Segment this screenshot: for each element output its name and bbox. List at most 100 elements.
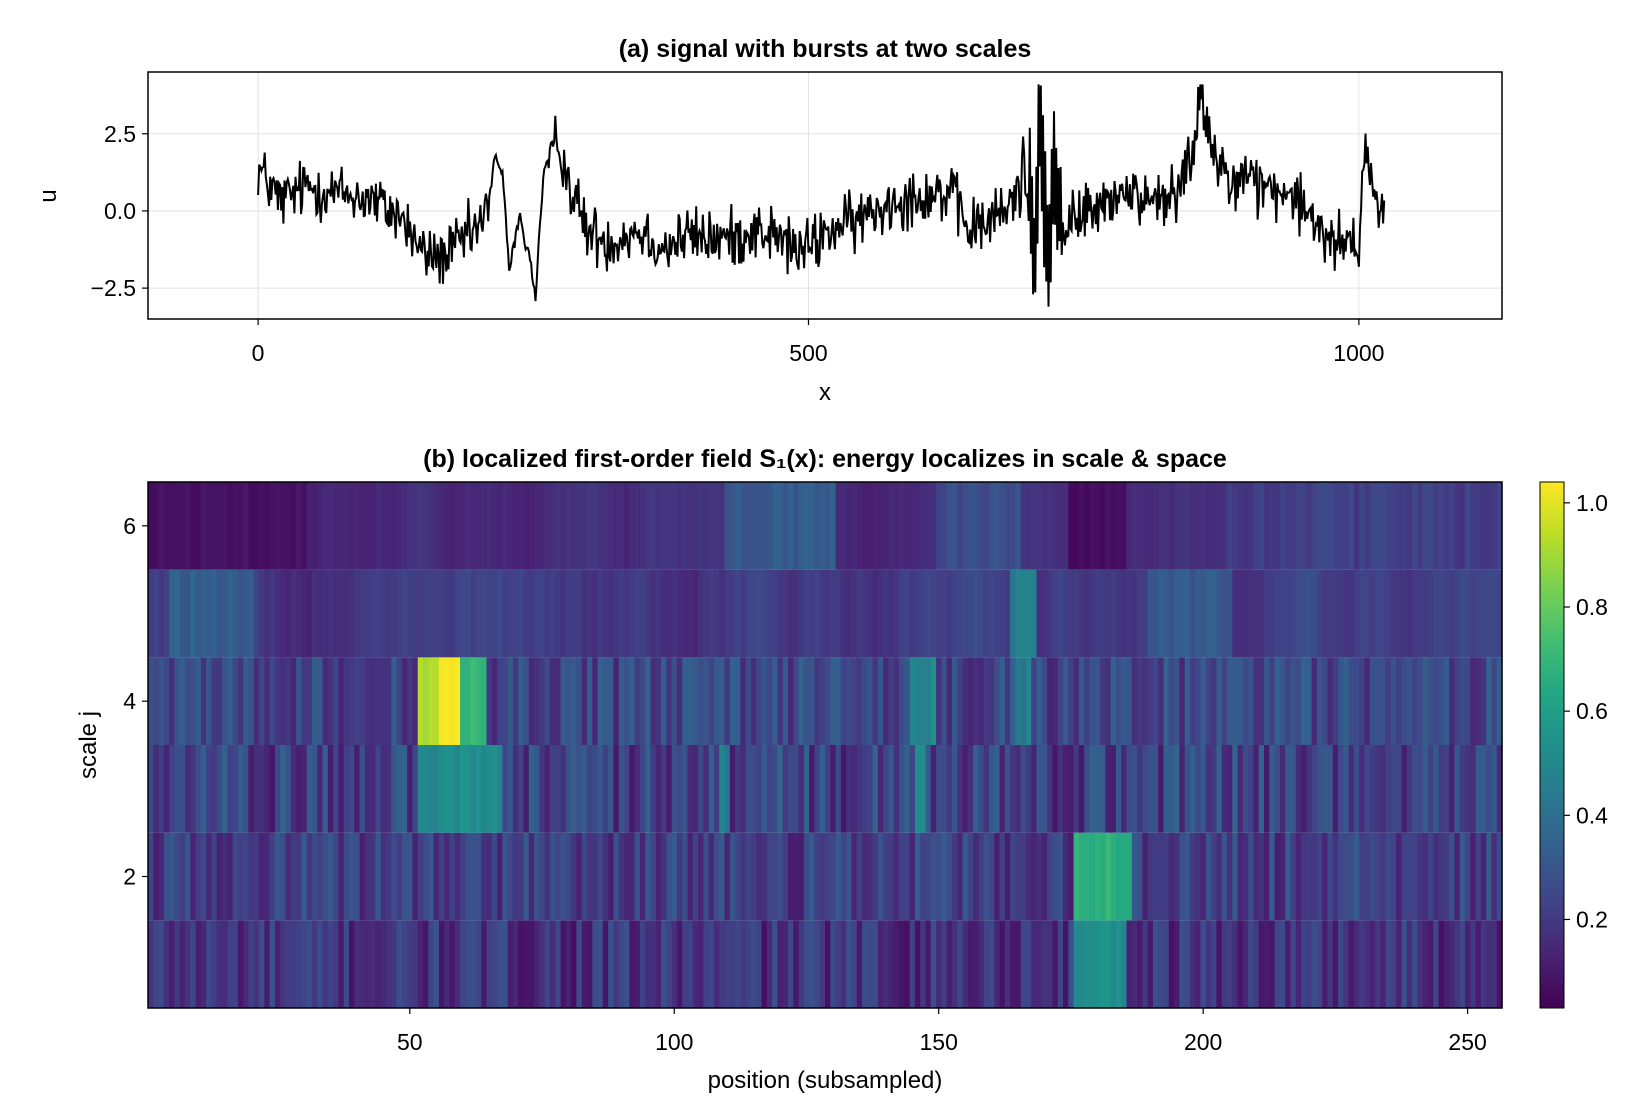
heatmap-cell bbox=[1115, 745, 1122, 833]
heatmap-cell bbox=[957, 832, 964, 921]
heatmap-cell bbox=[1089, 482, 1096, 570]
heatmap-cell bbox=[1025, 920, 1032, 1008]
heatmap-cell bbox=[1031, 920, 1038, 1008]
heatmap-cell bbox=[158, 482, 165, 570]
heatmap-cell bbox=[740, 569, 747, 658]
heatmap-cell bbox=[586, 832, 593, 921]
x-tick-label: 200 bbox=[1184, 1029, 1222, 1055]
heatmap-cell bbox=[1306, 832, 1313, 921]
heatmap-cell bbox=[1353, 832, 1360, 921]
heatmap-cell bbox=[624, 745, 630, 833]
heatmap-cell bbox=[777, 745, 784, 833]
heatmap-cell bbox=[423, 745, 429, 833]
heatmap-cell bbox=[639, 657, 646, 745]
heatmap-cell bbox=[735, 832, 741, 921]
heatmap-cell bbox=[1089, 832, 1096, 921]
heatmap-cell bbox=[729, 745, 736, 833]
heatmap-cell bbox=[1348, 657, 1355, 745]
heatmap-cell bbox=[401, 745, 408, 833]
heatmap-cell bbox=[565, 920, 572, 1008]
heatmap-cell bbox=[359, 832, 366, 921]
heatmap-cell bbox=[988, 832, 995, 921]
heatmap-cell bbox=[613, 657, 620, 745]
heatmap-cell bbox=[698, 832, 704, 921]
heatmap-cell bbox=[1433, 482, 1440, 570]
heatmap-cell bbox=[1412, 569, 1418, 658]
heatmap-cell bbox=[370, 482, 377, 570]
heatmap-cell bbox=[1438, 482, 1445, 570]
heatmap-cell bbox=[1491, 657, 1498, 745]
heatmap-cell bbox=[1475, 569, 1482, 658]
heatmap-cell bbox=[1311, 832, 1318, 921]
heatmap-cell bbox=[819, 745, 826, 833]
heatmap-cell bbox=[1047, 657, 1054, 745]
heatmap-cell bbox=[618, 569, 625, 658]
heatmap-cell bbox=[1422, 920, 1429, 1008]
heatmap-cell bbox=[1348, 832, 1355, 921]
heatmap-cell bbox=[1480, 745, 1487, 833]
heatmap-cell bbox=[1454, 745, 1461, 833]
heatmap-cell bbox=[423, 920, 429, 1008]
heatmap-cell bbox=[999, 657, 1006, 745]
heatmap-cell bbox=[1295, 569, 1302, 658]
heatmap-cell bbox=[185, 657, 191, 745]
heatmap-cell bbox=[1491, 832, 1498, 921]
heatmap-cell bbox=[899, 745, 905, 833]
heatmap-cell bbox=[153, 569, 160, 658]
heatmap-cell bbox=[1480, 832, 1487, 921]
heatmap-cell bbox=[719, 745, 726, 833]
heatmap-cell bbox=[761, 657, 768, 745]
heatmap-cell bbox=[216, 832, 223, 921]
heatmap-cell bbox=[602, 482, 609, 570]
heatmap-cell bbox=[1253, 920, 1260, 1008]
heatmap-cell bbox=[581, 832, 588, 921]
heatmap-cell bbox=[761, 482, 768, 570]
heatmap-cell bbox=[1459, 920, 1466, 1008]
heatmap-cell bbox=[1401, 482, 1408, 570]
heatmap-cell bbox=[1010, 832, 1017, 921]
heatmap-cell bbox=[428, 745, 435, 833]
heatmap-cell bbox=[475, 482, 482, 570]
heatmap-cell bbox=[877, 832, 884, 921]
heatmap-cell bbox=[571, 569, 578, 658]
x-tick-label: 150 bbox=[920, 1029, 958, 1055]
heatmap-cell bbox=[1105, 569, 1112, 658]
heatmap-cell bbox=[158, 745, 165, 833]
heatmap-cell bbox=[618, 482, 625, 570]
heatmap-cell bbox=[364, 569, 371, 658]
heatmap-cell bbox=[444, 832, 451, 921]
heatmap-cell bbox=[1078, 569, 1085, 658]
heatmap-cell bbox=[1295, 745, 1302, 833]
heatmap-cell bbox=[1089, 920, 1096, 1008]
heatmap-cell bbox=[190, 569, 197, 658]
heatmap-cell bbox=[1348, 482, 1355, 570]
heatmap-cell bbox=[1063, 657, 1069, 745]
heatmap-cell bbox=[1248, 832, 1255, 921]
heatmap-cell bbox=[1110, 569, 1117, 658]
heatmap-cell bbox=[322, 745, 329, 833]
heatmap-cell bbox=[1433, 920, 1440, 1008]
heatmap-cell bbox=[1068, 920, 1075, 1008]
heatmap-cell bbox=[682, 920, 689, 1008]
heatmap-cell bbox=[1385, 832, 1392, 921]
heatmap-cell bbox=[269, 920, 276, 1008]
heatmap-cell bbox=[872, 482, 879, 570]
heatmap-cell bbox=[1126, 569, 1133, 658]
heatmap-cell bbox=[602, 657, 609, 745]
heatmap-cell bbox=[1486, 920, 1493, 1008]
heatmap-cell bbox=[1338, 657, 1344, 745]
heatmap-cell bbox=[364, 920, 371, 1008]
heatmap-cell bbox=[232, 482, 239, 570]
heatmap-cell bbox=[412, 920, 419, 1008]
heatmap-cell bbox=[200, 832, 207, 921]
heatmap-cell bbox=[460, 482, 466, 570]
heatmap-cell bbox=[1195, 920, 1202, 1008]
heatmap-cell bbox=[766, 920, 773, 1008]
heatmap-cell bbox=[179, 482, 186, 570]
heatmap-cell bbox=[333, 569, 340, 658]
heatmap-cell bbox=[1279, 569, 1286, 658]
heatmap-cell bbox=[1089, 569, 1096, 658]
y-tick-label: 2.5 bbox=[104, 121, 136, 147]
heatmap-cell bbox=[941, 482, 948, 570]
